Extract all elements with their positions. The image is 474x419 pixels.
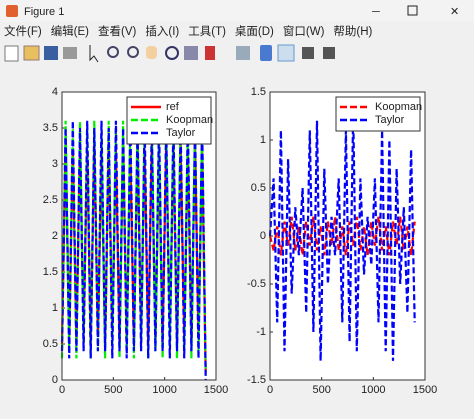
menu-item[interactable]: 编辑(E)	[51, 24, 89, 38]
y-tick-label: 1	[52, 302, 58, 314]
legend-label: Taylor	[375, 114, 405, 126]
axes-box	[269, 91, 426, 381]
x-tick-label: 0	[59, 384, 65, 396]
save-icon[interactable]	[44, 46, 58, 60]
y-tick-label: 2	[52, 230, 58, 242]
y-tick-label: 0	[260, 230, 266, 242]
title-bar	[0, 0, 474, 22]
brush-icon[interactable]	[205, 46, 215, 60]
y-tick-label: 3.5	[43, 122, 58, 134]
legend-label: Taylor	[166, 127, 196, 139]
menu-item[interactable]: 工具(T)	[188, 25, 226, 38]
legend-box	[335, 96, 421, 132]
x-tick-label: 1500	[413, 384, 437, 396]
pointer-icon[interactable]	[89, 45, 99, 63]
toolbar	[0, 42, 474, 66]
maximize-button[interactable]	[407, 5, 418, 16]
zoom-in-icon[interactable]	[107, 46, 119, 58]
menu-item[interactable]: 桌面(D)	[235, 25, 274, 38]
y-tick-label: 1.5	[43, 266, 58, 278]
y-tick-label: -0.5	[247, 278, 266, 290]
y-tick-label: 3	[52, 158, 58, 170]
x-tick-label: 500	[312, 384, 330, 396]
axes-box	[61, 91, 217, 381]
menu-item[interactable]: 查看(V)	[98, 24, 136, 38]
datatip-icon[interactable]	[184, 46, 198, 60]
legend-label: Koopman	[166, 114, 213, 126]
close-button[interactable]: ✕	[450, 6, 459, 18]
series-line	[268, 111, 416, 361]
legend-icon[interactable]	[277, 44, 295, 62]
colorbar-icon[interactable]	[260, 45, 272, 61]
menu-item[interactable]: 文件(F)	[4, 24, 42, 38]
x-tick-label: 0	[267, 384, 273, 396]
minimize-button[interactable]: ─	[371, 6, 380, 18]
y-tick-label: 1.5	[251, 86, 266, 98]
y-tick-label: 1	[260, 134, 266, 146]
print-icon[interactable]	[63, 47, 77, 59]
menu-item[interactable]: 窗口(W)	[283, 24, 325, 38]
rotate-icon[interactable]	[165, 46, 179, 60]
y-tick-label: 2.5	[43, 194, 58, 206]
y-tick-label: -1	[256, 326, 266, 338]
show-tools-icon[interactable]	[323, 47, 335, 59]
hide-tools-icon[interactable]	[302, 47, 314, 59]
zoom-out-icon[interactable]	[127, 46, 139, 58]
link-icon[interactable]	[236, 46, 250, 60]
new-icon[interactable]	[4, 45, 19, 62]
x-tick-label: 1000	[152, 384, 176, 396]
pan-icon[interactable]	[146, 46, 157, 59]
menu-item[interactable]: 插入(I)	[145, 24, 179, 38]
y-tick-label: 4	[52, 86, 58, 98]
y-tick-label: 0.5	[251, 182, 266, 194]
app-icon	[6, 5, 18, 17]
x-tick-label: 1000	[361, 384, 385, 396]
series-line	[60, 120, 207, 381]
y-tick-label: -1.5	[247, 374, 266, 386]
x-tick-label: 1500	[204, 384, 228, 396]
menu-item[interactable]: 帮助(H)	[333, 24, 372, 38]
open-icon[interactable]	[23, 45, 40, 61]
window-title: Figure 1	[24, 6, 64, 18]
x-tick-label: 500	[104, 384, 122, 396]
y-tick-label: 0.5	[43, 338, 58, 350]
legend-label: Koopman	[375, 101, 422, 113]
menu-bar: 文件(F) 编辑(E) 查看(V) 插入(I) 工具(T) 桌面(D) 窗口(W) 帮助(H)	[4, 24, 373, 38]
y-tick-label: 0	[52, 374, 58, 386]
legend-label: ref	[166, 101, 180, 113]
